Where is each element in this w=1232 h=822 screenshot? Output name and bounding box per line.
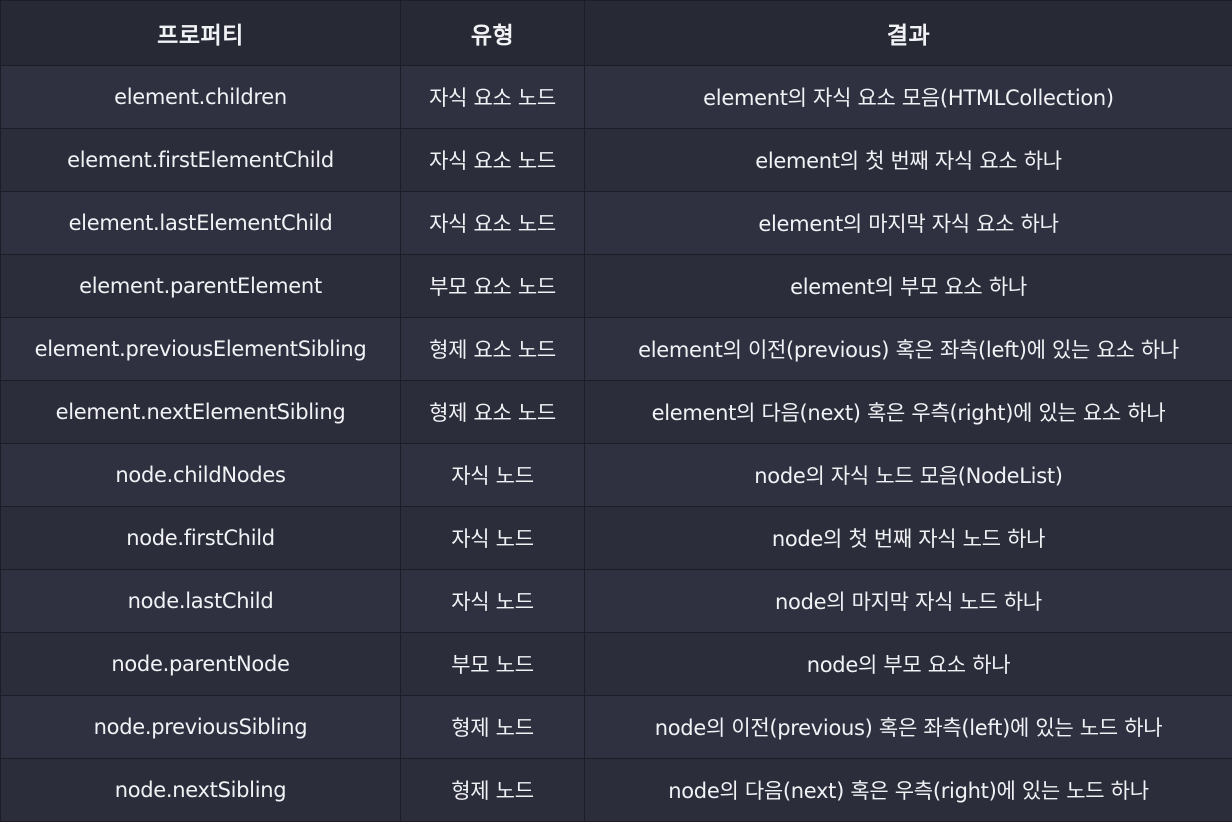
cell-property: element.lastElementChild — [0, 191, 401, 255]
cell-type: 자식 노드 — [400, 569, 585, 633]
cell-property: element.parentElement — [0, 254, 401, 318]
cell-result: node의 이전(previous) 혹은 좌측(left)에 있는 노드 하나 — [584, 695, 1232, 759]
table-row: element.previousElementSibling 형제 요소 노드 … — [0, 317, 1232, 381]
cell-result: element의 이전(previous) 혹은 좌측(left)에 있는 요소… — [584, 317, 1232, 381]
cell-type: 형제 요소 노드 — [400, 317, 585, 381]
table-row: element.firstElementChild 자식 요소 노드 eleme… — [0, 128, 1232, 192]
table-row: node.childNodes 자식 노드 node의 자식 노드 모음(Nod… — [0, 443, 1232, 507]
cell-property: element.firstElementChild — [0, 128, 401, 192]
cell-property: element.children — [0, 65, 401, 129]
cell-type: 자식 요소 노드 — [400, 191, 585, 255]
table-row: element.parentElement 부모 요소 노드 element의 … — [0, 254, 1232, 318]
cell-type: 자식 노드 — [400, 443, 585, 507]
table-row: node.previousSibling 형제 노드 node의 이전(prev… — [0, 695, 1232, 759]
cell-property: node.lastChild — [0, 569, 401, 633]
cell-result: element의 부모 요소 하나 — [584, 254, 1232, 318]
table-row: node.firstChild 자식 노드 node의 첫 번째 자식 노드 하… — [0, 506, 1232, 570]
cell-type: 형제 노드 — [400, 758, 585, 822]
table-row: node.parentNode 부모 노드 node의 부모 요소 하나 — [0, 632, 1232, 696]
header-result: 결과 — [584, 0, 1232, 66]
cell-result: element의 자식 요소 모음(HTMLCollection) — [584, 65, 1232, 129]
cell-type: 형제 요소 노드 — [400, 380, 585, 444]
table-row: element.lastElementChild 자식 요소 노드 elemen… — [0, 191, 1232, 255]
header-type: 유형 — [400, 0, 585, 66]
cell-type: 형제 노드 — [400, 695, 585, 759]
cell-result: node의 다음(next) 혹은 우측(right)에 있는 노드 하나 — [584, 758, 1232, 822]
cell-property: node.previousSibling — [0, 695, 401, 759]
cell-property: node.firstChild — [0, 506, 401, 570]
header-property: 프로퍼티 — [0, 0, 401, 66]
cell-property: node.nextSibling — [0, 758, 401, 822]
cell-result: element의 첫 번째 자식 요소 하나 — [584, 128, 1232, 192]
cell-type: 자식 요소 노드 — [400, 128, 585, 192]
cell-property: element.previousElementSibling — [0, 317, 401, 381]
cell-type: 부모 노드 — [400, 632, 585, 696]
table-row: element.nextElementSibling 형제 요소 노드 elem… — [0, 380, 1232, 444]
cell-result: node의 부모 요소 하나 — [584, 632, 1232, 696]
table-body: element.children 자식 요소 노드 element의 자식 요소… — [0, 65, 1232, 822]
cell-property: node.childNodes — [0, 443, 401, 507]
cell-result: element의 다음(next) 혹은 우측(right)에 있는 요소 하나 — [584, 380, 1232, 444]
cell-property: node.parentNode — [0, 632, 401, 696]
table-row: element.children 자식 요소 노드 element의 자식 요소… — [0, 65, 1232, 129]
cell-type: 자식 노드 — [400, 506, 585, 570]
cell-result: node의 마지막 자식 노드 하나 — [584, 569, 1232, 633]
cell-result: node의 첫 번째 자식 노드 하나 — [584, 506, 1232, 570]
table-header: 프로퍼티 유형 결과 — [0, 0, 1232, 66]
cell-result: element의 마지막 자식 요소 하나 — [584, 191, 1232, 255]
cell-type: 자식 요소 노드 — [400, 65, 585, 129]
cell-type: 부모 요소 노드 — [400, 254, 585, 318]
header-row: 프로퍼티 유형 결과 — [0, 0, 1232, 66]
table-row: node.lastChild 자식 노드 node의 마지막 자식 노드 하나 — [0, 569, 1232, 633]
table-row: node.nextSibling 형제 노드 node의 다음(next) 혹은… — [0, 758, 1232, 822]
cell-property: element.nextElementSibling — [0, 380, 401, 444]
cell-result: node의 자식 노드 모음(NodeList) — [584, 443, 1232, 507]
